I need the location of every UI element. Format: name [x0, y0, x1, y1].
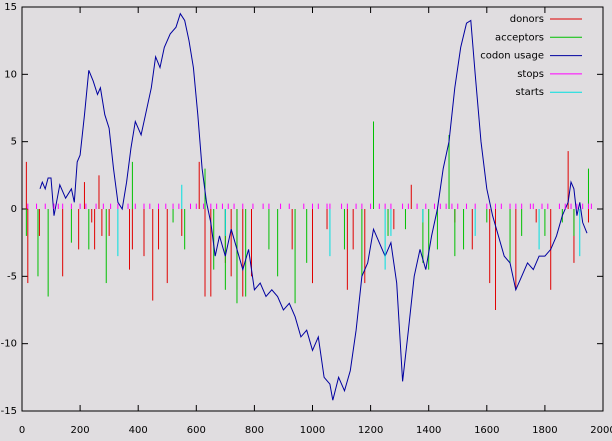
line	[39, 12, 588, 401]
y-tick-label: -15	[1, 406, 17, 417]
x-tick-label: 1000	[300, 425, 325, 436]
y-tick-label: -5	[7, 271, 17, 282]
x-tick-label: 1400	[416, 425, 441, 436]
x-tick-label: 1200	[358, 425, 383, 436]
x-tick-label: 200	[71, 425, 90, 436]
plot-frame	[21, 6, 604, 412]
legend-label: stops	[517, 69, 544, 80]
x-tick-label: 800	[245, 425, 264, 436]
y-tick-label: 15	[4, 2, 17, 13]
legend-label: donors	[510, 14, 544, 25]
x-tick-label: 400	[129, 425, 148, 436]
x-tick-label: 1600	[474, 425, 499, 436]
legend-label: starts	[515, 87, 544, 98]
y-tick-label: 10	[4, 69, 17, 80]
y-tick-label: -10	[1, 339, 17, 350]
legend-label: acceptors	[495, 32, 544, 43]
legend-label: codon usage	[480, 51, 544, 62]
y-tick-label: 0	[11, 204, 17, 215]
x-tick-label: 1800	[532, 425, 557, 436]
x-tick-label: 600	[187, 425, 206, 436]
x-tick-label: 2000	[590, 425, 612, 436]
y-tick-label: 5	[11, 137, 17, 148]
x-tick-label: 0	[19, 425, 25, 436]
